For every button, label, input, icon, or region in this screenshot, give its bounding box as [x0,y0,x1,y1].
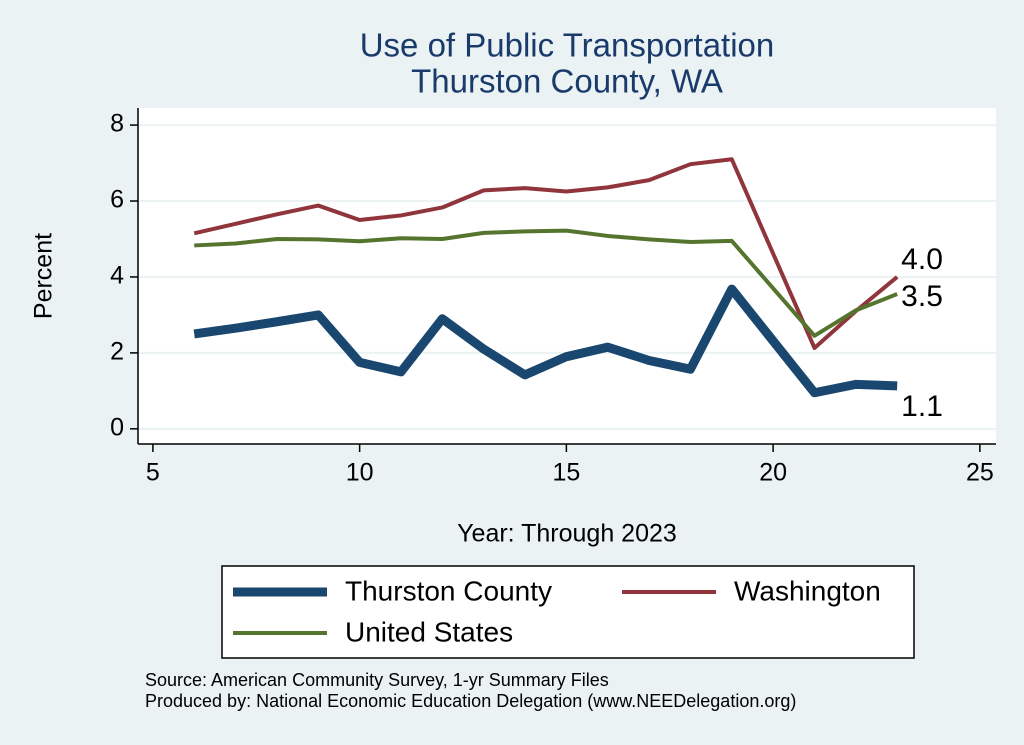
x-tick-label: 10 [346,459,374,487]
x-tick-label: 5 [146,459,160,487]
x-tick-label: 20 [759,459,787,487]
series-line [193,157,899,350]
y-tick-label: 8 [110,110,124,138]
legend-label: Thurston County [345,575,552,606]
source-note: Source: American Community Survey, 1-yr … [145,670,609,690]
y-tick-label: 6 [110,186,124,214]
chart-title: Use of Public Transportation [360,27,775,64]
series-line [194,228,898,338]
source-note: Produced by: National Economic Education… [145,691,796,711]
x-tick-label: 15 [552,459,580,487]
x-axis-label: Year: Through 2023 [457,520,677,548]
chart-title: Thurston County, WA [411,63,723,100]
value-label: 1.1 [901,390,943,423]
legend-label: United States [345,616,513,647]
legend [221,565,915,659]
y-tick-label: 2 [110,337,124,365]
y-tick-label: 0 [110,413,124,441]
y-axis-label: Percent [30,233,58,319]
legend-label: Washington [734,575,881,606]
value-label: 3.5 [901,280,943,313]
series-line [193,284,898,398]
value-label: 4.0 [901,243,943,276]
marks [193,157,899,398]
x-tick-label: 25 [966,459,994,487]
y-tick-label: 4 [110,262,124,290]
